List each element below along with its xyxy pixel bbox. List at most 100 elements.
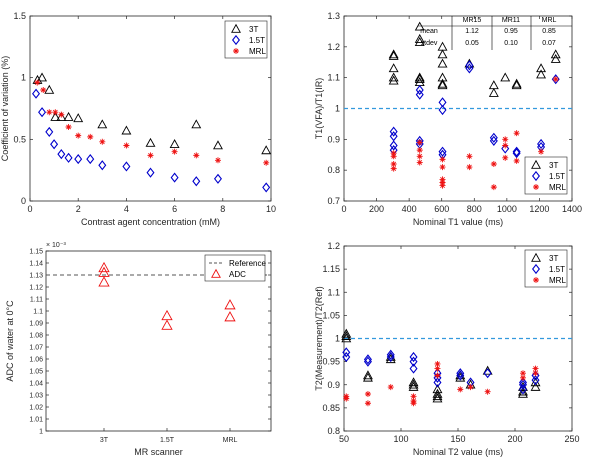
adc-ytick-label: 1.07 (29, 345, 43, 352)
t1-point-MRL (466, 153, 473, 160)
t1-point-3T (437, 41, 448, 51)
cov-ytick-label: 0.5 (13, 134, 26, 144)
t2-point-MRL (484, 388, 491, 395)
t2-point-1.5T (518, 384, 527, 395)
cov-point-3T (37, 72, 48, 82)
t2-point-3T (482, 365, 493, 375)
t2-xlabel: Nominal T2 value (ms) (413, 447, 503, 457)
t1-point-MRL (466, 164, 473, 171)
t2-point-MRL (343, 395, 350, 402)
t1-point-MRL (439, 182, 446, 189)
cov-chart: 0 2 4 6 8 10 0 0.5 1 1.5 Contrast agent concentrat… (0, 11, 276, 227)
adc-xtick-label: 3T (100, 437, 109, 444)
t1-point-3T (388, 63, 399, 73)
cov-point-MRL (263, 159, 270, 166)
t1-point-3T (511, 78, 522, 88)
cov-legend-marker-1.5T (232, 34, 240, 46)
t1-point-1.5T (389, 126, 398, 137)
t2-legend-label: 1.5T (549, 265, 565, 274)
cov-point-MRL (52, 109, 59, 116)
cov-point-MRL (58, 111, 65, 118)
t1-table-cell: 0.05 (465, 40, 479, 47)
t1-point-MRL (416, 159, 423, 166)
adc-legend-box (204, 254, 266, 282)
t1-point-1.5T (537, 138, 546, 150)
t1-chart: 0 200 400 600 800 1000 1200 1400 0.7 0.8 0.9 1 1.1 1.… (314, 11, 582, 227)
adc-axes-box (45, 250, 272, 432)
t1-point-MRL (390, 150, 397, 157)
t2-point-MRL (519, 370, 526, 377)
t1-point-3T (388, 49, 399, 59)
adc-point (161, 319, 173, 330)
t1-ylabel: T1(VFA)/T1(IR) (314, 78, 324, 140)
t2-point-3T (362, 372, 373, 382)
t2-legend-marker-1.5T (532, 263, 540, 275)
t2-ytick-label: 0.95 (322, 357, 340, 367)
t2-point-MRL (467, 384, 474, 391)
t1-legend-box (524, 156, 568, 195)
t1-point-3T (437, 49, 448, 59)
t1-point-3T (414, 37, 425, 46)
cov-point-MRL (40, 87, 47, 93)
adc-legend-marker-ADC (211, 268, 221, 278)
t1-point-1.5T (465, 63, 474, 74)
t1-point-3T (414, 74, 425, 83)
t2-point-1.5T (342, 347, 351, 358)
t2-point-1.5T (409, 363, 418, 374)
t1-point-MRL (439, 176, 446, 183)
t2-point-1.5T (456, 370, 465, 381)
cov-ylabel: Coefficient of variation (%) (0, 56, 10, 161)
cov-point-MRL (99, 138, 106, 145)
t2-point-MRL (532, 365, 539, 372)
t1-point-MRL (416, 153, 423, 160)
t2-point-MRL (457, 386, 464, 393)
cov-point-3T (261, 145, 272, 155)
t2-ytick-label: 0.9 (327, 380, 340, 390)
t1-point-1.5T (465, 60, 474, 71)
adc-point (224, 299, 236, 310)
t2-point-3T (408, 377, 419, 387)
t2-point-MRL (410, 400, 417, 407)
cov-legend-marker-3T (231, 23, 241, 33)
t1-table-cell: 0.07 (542, 40, 556, 47)
t1-xtick-label: 400 (402, 204, 417, 214)
adc-ytick-label: 1.02 (29, 405, 43, 412)
cov-point-1.5T (98, 160, 107, 171)
t2-point-MRL (387, 384, 394, 391)
adc-ytick-label: 1.09 (29, 321, 43, 328)
cov-ytick-label: 1.5 (13, 11, 26, 21)
t1-point-MRL (513, 157, 520, 164)
t2-point-3T (362, 370, 373, 380)
t1-point-1.5T (512, 146, 521, 157)
t2-xtick-label: 150 (450, 434, 465, 444)
cov-ytick-label: 0 (21, 196, 26, 206)
cov-legend-box (224, 20, 268, 59)
t2-point-1.5T (386, 349, 395, 360)
t2-xtick-label: 100 (393, 434, 408, 444)
adc-ytick-label: 1.13 (29, 273, 43, 280)
t1-table-cell: 0.85 (542, 28, 556, 35)
t2-ytick-label: 1.2 (327, 241, 340, 251)
t1-point-1.5T (512, 148, 521, 159)
cov-point-MRL (171, 148, 178, 155)
cov-point-MRL (75, 132, 82, 139)
adc-ytick-label: 1.15 (29, 249, 43, 256)
t1-table-header: MRL (542, 17, 557, 24)
t1-point-MRL (502, 142, 509, 149)
cov-point-1.5T (170, 172, 179, 183)
t2-legend-box (524, 249, 568, 288)
adc-ytick-label: 1.11 (30, 297, 43, 304)
cov-point-1.5T (32, 88, 41, 99)
cov-ytick-label: 1 (21, 73, 26, 83)
adc-ytick-label: 1.14 (29, 261, 43, 268)
t1-point-MRL (552, 76, 559, 83)
t1-point-1.5T (415, 84, 424, 96)
cov-point-MRL (65, 124, 72, 130)
cov-point-3T (121, 125, 132, 135)
t2-point-3T (341, 333, 352, 343)
cov-legend-label: MRL (249, 47, 266, 56)
cov-point-MRL (87, 133, 94, 140)
t2-point-1.5T (456, 368, 465, 379)
t1-point-MRL (416, 147, 423, 154)
adc-ytick-label: 1.03 (29, 393, 43, 400)
